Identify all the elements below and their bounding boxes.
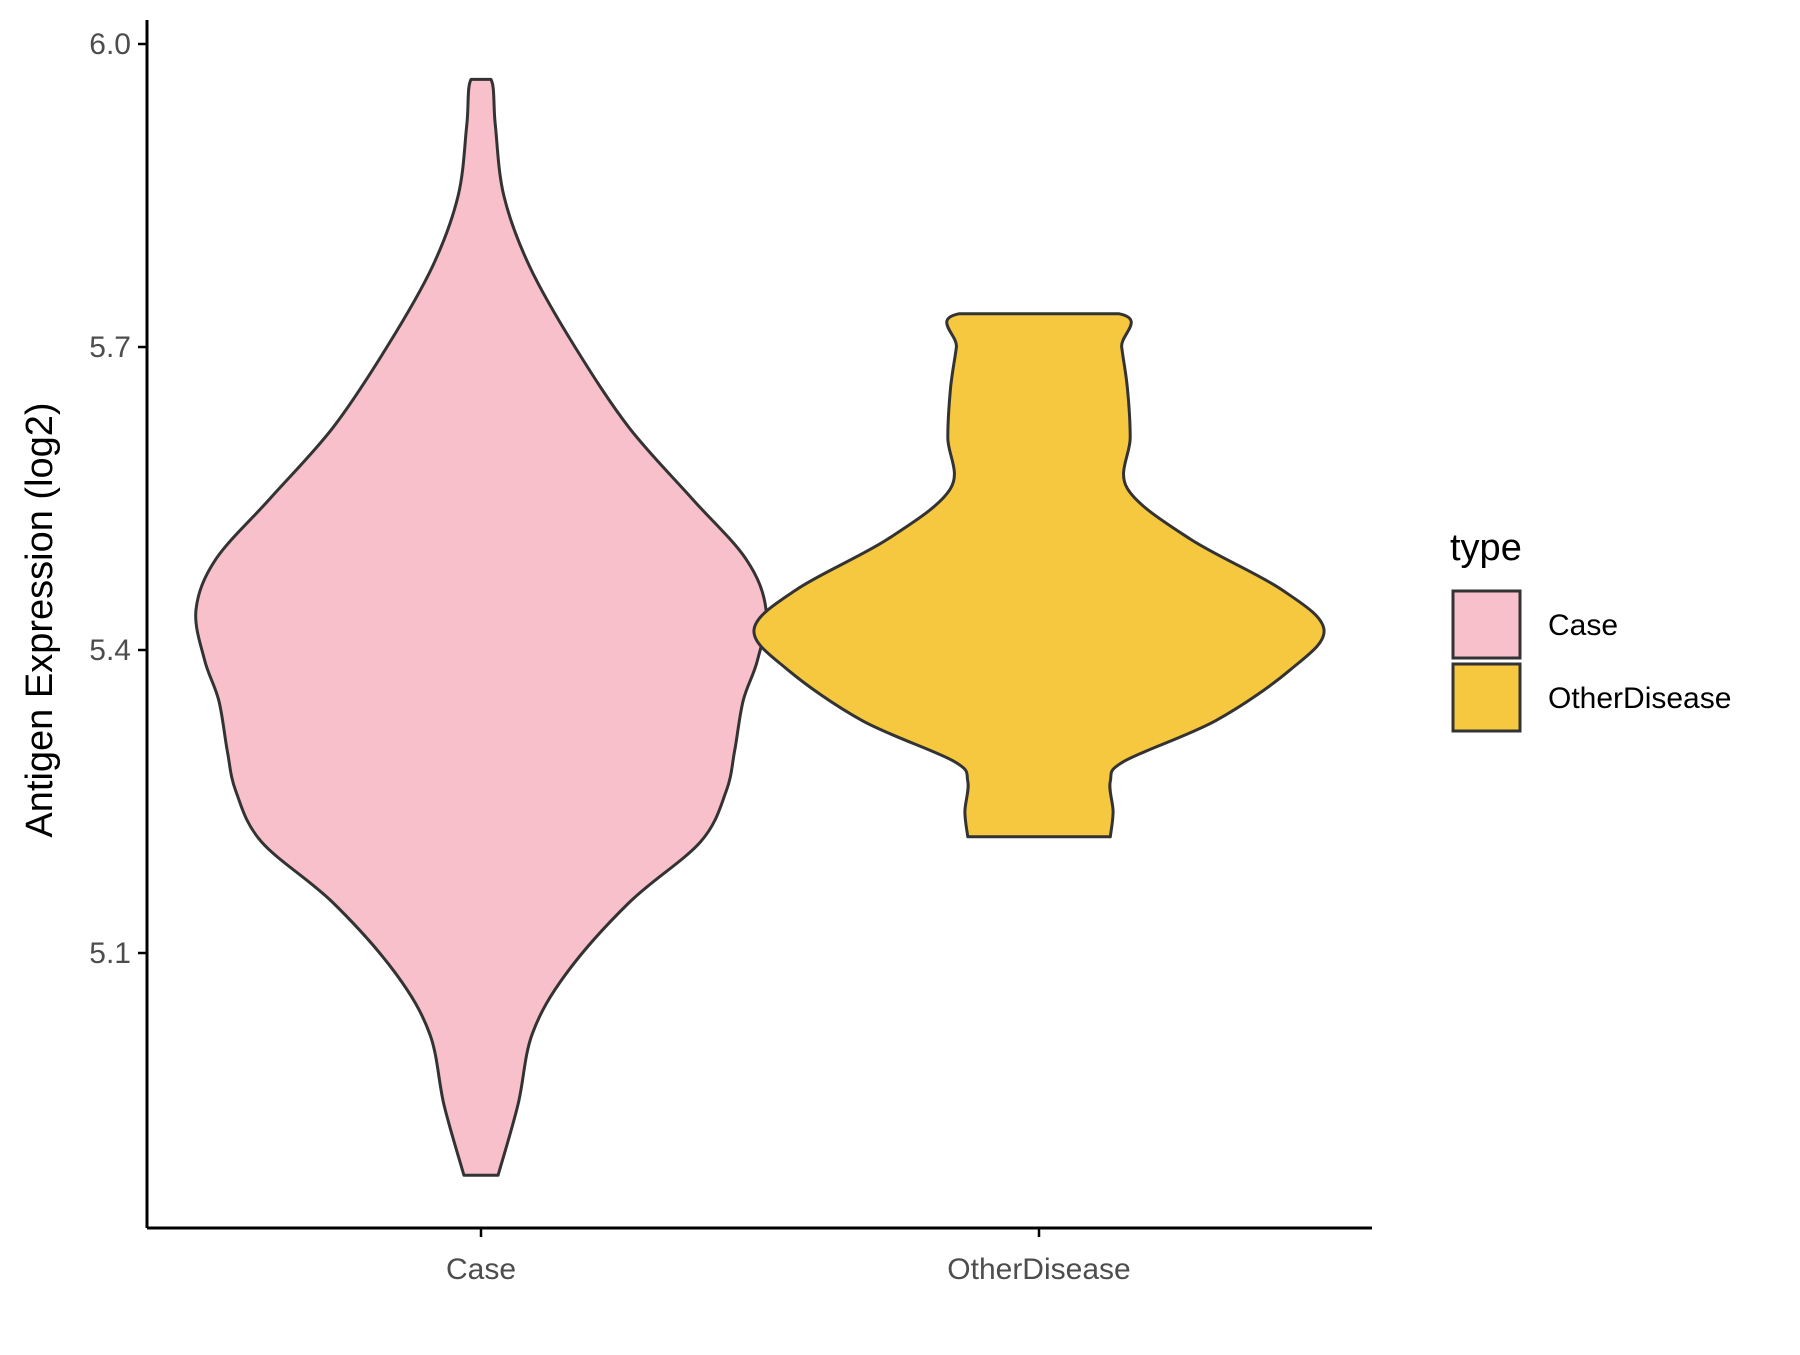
y-ticks: 5.1 5.4 5.7 6.0 (89, 28, 147, 970)
legend-title: type (1450, 527, 1522, 569)
violin-otherdisease (752, 312, 1326, 839)
legend-label-case: Case (1548, 609, 1618, 642)
legend-key-case (1451, 589, 1522, 660)
legend-label-otherdisease: OtherDisease (1548, 682, 1731, 715)
y-axis-title: Antigen Expression (log2) (19, 402, 61, 837)
x-tick-label: Case (446, 1253, 516, 1286)
legend-items: Case OtherDisease (1451, 589, 1731, 733)
x-ticks: Case OtherDisease (446, 1228, 1131, 1286)
legend-key-otherdisease (1451, 662, 1522, 733)
y-tick-label: 6.0 (89, 28, 131, 61)
y-tick-label: 5.1 (89, 937, 131, 970)
legend: type Case OtherDisease (1450, 527, 1731, 733)
violin-layer (194, 77, 1326, 1177)
axes-layer: 5.1 5.4 5.7 6.0 Case OtherDisease (89, 20, 1372, 1286)
y-tick-label: 5.4 (89, 634, 131, 667)
x-tick-label: OtherDisease (947, 1253, 1130, 1286)
y-tick-label: 5.7 (89, 331, 131, 364)
violin-case (194, 77, 768, 1177)
